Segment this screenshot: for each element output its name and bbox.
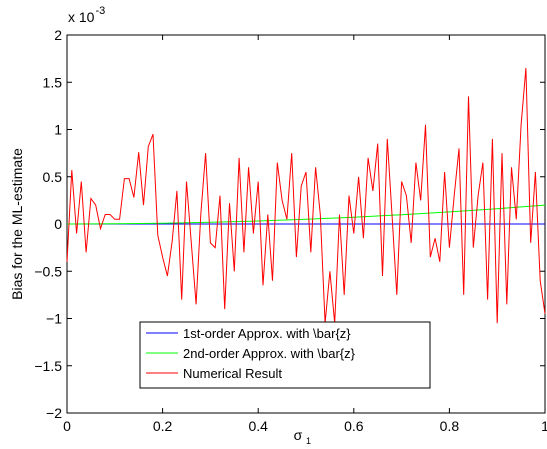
x-tick-label: 0.4 bbox=[248, 418, 268, 434]
y-exponent: x 10 -3 bbox=[68, 5, 105, 25]
legend: 1st-order Approx. with \bar{z} 2nd-order … bbox=[139, 321, 431, 389]
x-tick-label: 0.6 bbox=[344, 418, 364, 434]
legend-label-3: Numerical Result bbox=[183, 366, 282, 381]
y-tick-label: −1.5 bbox=[34, 358, 62, 374]
legend-label-1: 1st-order Approx. with \bar{z} bbox=[183, 326, 351, 341]
legend-label-2: 2nd-order Approx. with \bar{z} bbox=[183, 346, 356, 361]
y-tick-label: 0 bbox=[54, 216, 62, 232]
series-line-3 bbox=[66, 68, 546, 324]
x-axis-label: σ 1 bbox=[294, 427, 311, 446]
y-tick-label: 0.5 bbox=[43, 169, 63, 185]
series-group bbox=[66, 68, 546, 324]
y-exponent-power: -3 bbox=[96, 5, 106, 17]
y-exponent-label: x 10 bbox=[68, 9, 95, 25]
y-tick-label: −0.5 bbox=[34, 263, 62, 279]
x-tick-label: 0.2 bbox=[153, 418, 173, 434]
x-axis-label-main: σ bbox=[294, 427, 303, 443]
legend-box bbox=[139, 321, 431, 389]
y-tick-label: −1 bbox=[46, 311, 62, 327]
y-tick-label: −2 bbox=[46, 405, 62, 421]
y-tick-label: 1 bbox=[54, 122, 62, 138]
x-tick-label: 0 bbox=[63, 418, 71, 434]
y-tick-label: 1.5 bbox=[43, 74, 63, 90]
x-axis-label-subscript: 1 bbox=[306, 436, 311, 446]
y-tick-label: 2 bbox=[54, 27, 62, 43]
y-axis-label: Bias for the ML-estimate bbox=[9, 148, 25, 300]
axis-ticks: 0 0.2 0.4 0.6 0.8 1 −2 −1.5 −1 −0.5 0 0.5 1 1.5 2 bbox=[34, 27, 547, 434]
x-tick-label: 0.8 bbox=[440, 418, 460, 434]
x-tick-label: 1 bbox=[541, 418, 547, 434]
